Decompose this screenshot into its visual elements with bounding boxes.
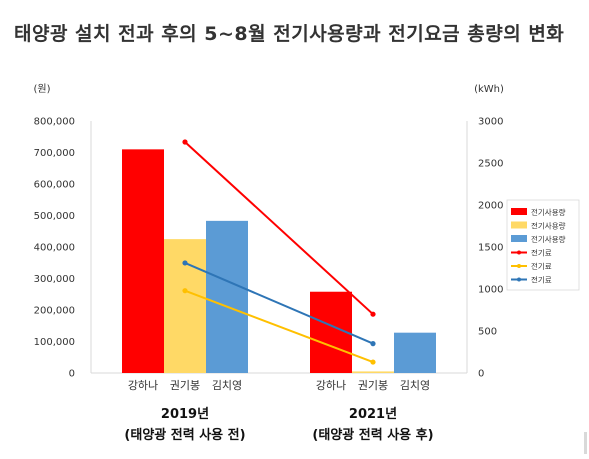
category-label: 강하나	[128, 378, 158, 392]
category-label: 권기봉	[358, 379, 388, 392]
legend-label: 전기사용량	[531, 234, 566, 244]
series-line	[184, 289, 374, 364]
series-point	[182, 139, 188, 145]
chart-title: 태양광 설치 전과 후의 5~8월 전기사용량과 전기요금 총량의 변화	[14, 23, 565, 45]
legend-swatch	[511, 235, 527, 242]
legend-swatch	[511, 221, 527, 229]
group-year-label: 2019년	[161, 407, 209, 422]
series-line	[184, 141, 374, 315]
category-label: 김치영	[400, 379, 430, 392]
group-labels: 2019년 (태양광 전력 사용 전) 2021년 (태양광 전력 사용 후)	[124, 407, 433, 443]
scrollbar-hint[interactable]	[584, 432, 587, 454]
bar	[352, 371, 394, 373]
bar	[206, 220, 248, 373]
left-tick-label: 0	[69, 369, 75, 380]
group-note-label: (태양광 전력 사용 후)	[312, 427, 433, 443]
legend-swatch-marker	[517, 277, 521, 282]
left-tick-label: 200,000	[34, 306, 75, 317]
right-tick-label: 3000	[478, 117, 503, 128]
right-tick-label: 2000	[478, 201, 503, 212]
left-tick-label: 500,000	[34, 211, 75, 222]
group-year-label: 2021년	[349, 407, 397, 422]
series-point	[370, 359, 376, 365]
left-axis: 0 100,000 200,000 300,000 400,000 500,000 600,…	[33, 83, 75, 380]
right-tick-label: 0	[478, 369, 484, 380]
left-tick-label: 600,000	[34, 180, 75, 191]
series-line	[184, 262, 374, 345]
left-axis-unit: (원)	[33, 83, 50, 95]
right-tick-label: 500	[478, 327, 497, 338]
right-tick-label: 1000	[478, 285, 503, 296]
left-tick-label: 100,000	[34, 337, 75, 348]
legend-label: 전기료	[531, 261, 552, 271]
category-labels: 강하나 권기봉 김치영 강하나 권기봉 김치영	[128, 378, 430, 392]
legend-swatch-marker	[517, 250, 521, 255]
right-axis: 0 500 1000 1500 2000 2500 3000 (kWh)	[474, 84, 504, 380]
legend-label: 전기료	[531, 275, 552, 285]
series-point	[370, 311, 376, 317]
left-tick-label: 300,000	[34, 274, 75, 285]
legend-swatch-marker	[517, 264, 521, 268]
group-note-label: (태양광 전력 사용 전)	[124, 427, 245, 443]
right-tick-label: 1500	[478, 243, 503, 254]
category-label: 강하나	[316, 378, 346, 392]
legend-label: 전기료	[531, 248, 552, 258]
left-tick-label: 700,000	[34, 148, 75, 159]
left-tick-label: 800,000	[34, 117, 75, 128]
category-label: 권기봉	[170, 379, 200, 392]
category-label: 김치영	[212, 379, 242, 392]
bar	[164, 239, 206, 373]
lines	[182, 139, 376, 365]
right-axis-unit: (kWh)	[474, 84, 504, 95]
legend-swatch	[511, 208, 527, 215]
left-tick-label: 400,000	[34, 243, 75, 254]
series-point	[182, 288, 188, 294]
bars	[122, 149, 436, 373]
legend-label: 전기사용량	[531, 207, 566, 217]
series-point	[182, 260, 188, 266]
right-tick-label: 2500	[478, 159, 503, 170]
legend-label: 전기사용량	[531, 221, 566, 231]
series-point	[370, 341, 376, 347]
bar	[394, 332, 436, 373]
bar	[122, 149, 164, 373]
